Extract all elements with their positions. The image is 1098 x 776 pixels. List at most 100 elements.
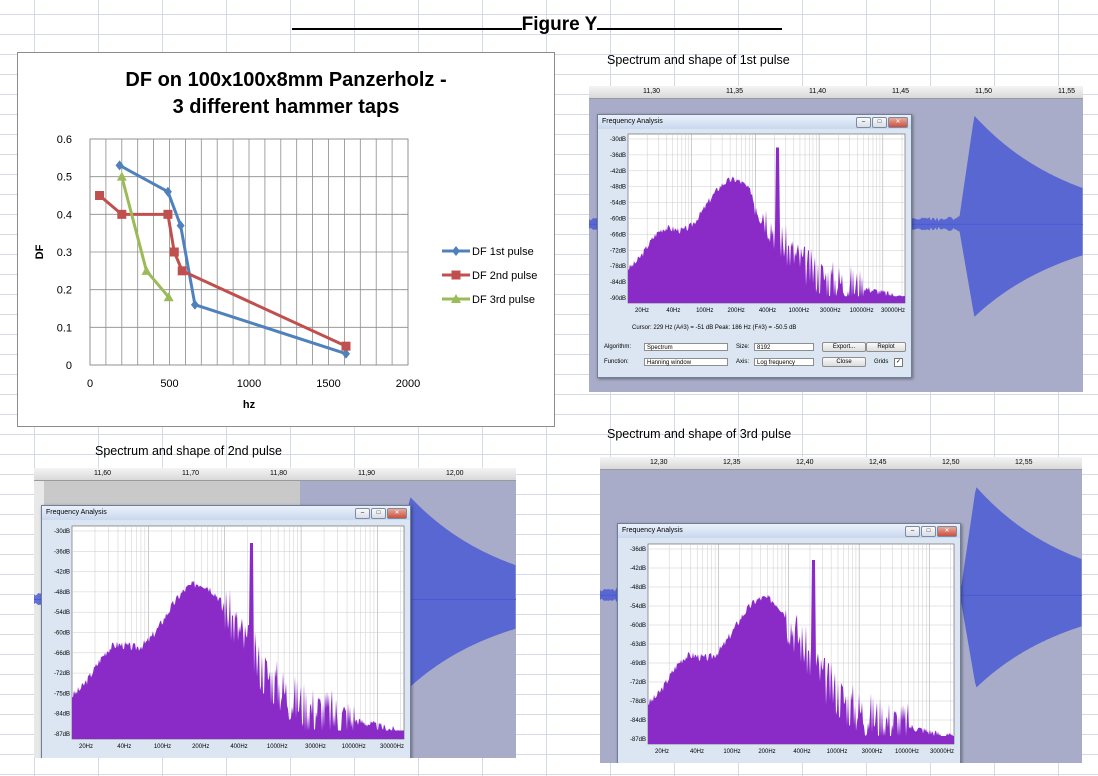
db-label: -66dB bbox=[54, 651, 70, 657]
freq-label: 200Hz bbox=[758, 749, 775, 755]
ruler-label: 12,30 bbox=[650, 459, 668, 466]
figure-title-text: Figure Y bbox=[521, 14, 598, 35]
frequency-analysis-window[interactable]: Frequency Analysis – □ ✕ -30dB -36dB -42dB -4… bbox=[41, 505, 411, 758]
data-point bbox=[115, 160, 124, 171]
db-label: -72dB bbox=[630, 680, 646, 686]
freq-label: 400Hz bbox=[759, 308, 776, 314]
audacity-screenshot-pulse-2: 11,60 11,70 11,80 11,90 12,00 Frequency Anal… bbox=[34, 468, 516, 758]
db-label: -69dB bbox=[630, 661, 646, 667]
spectrum-plot: -36dB -42dB -48dB -54dB -60dB -63dB -69dB -72dB… bbox=[630, 543, 955, 755]
data-point bbox=[451, 270, 461, 280]
ruler-label: 11,30 bbox=[643, 88, 660, 95]
freq-label: 1000Hz bbox=[827, 749, 848, 755]
db-label: -48dB bbox=[54, 590, 70, 596]
ruler-label: 11,60 bbox=[94, 470, 111, 477]
freq-label: 100Hz bbox=[723, 749, 740, 755]
close-icon[interactable]: ✕ bbox=[387, 508, 407, 519]
db-label: -30dB bbox=[54, 529, 70, 535]
function-label: Function: bbox=[604, 359, 629, 365]
export-button[interactable]: Export... bbox=[822, 342, 866, 352]
grids-label: Grids bbox=[874, 359, 889, 365]
db-label: -54dB bbox=[54, 610, 70, 616]
caption-pulse-2: Spectrum and shape of 2nd pulse bbox=[95, 444, 282, 458]
data-point bbox=[163, 209, 173, 219]
legend-label: DF 3rd pulse bbox=[472, 294, 535, 306]
ruler-label: 11,70 bbox=[182, 470, 199, 477]
db-label: -84dB bbox=[610, 280, 626, 286]
freq-label: 10000Hz bbox=[342, 744, 366, 750]
db-label: -48dB bbox=[610, 185, 626, 191]
data-point bbox=[163, 292, 174, 302]
selection-region bbox=[34, 481, 300, 505]
close-button[interactable]: Close bbox=[822, 357, 866, 367]
x-axis-label: hz bbox=[243, 399, 256, 411]
grids-checkbox[interactable]: ✓ bbox=[894, 358, 903, 367]
waveform-envelope bbox=[600, 487, 1082, 688]
series-3 bbox=[116, 171, 174, 302]
time-ruler: 11,30 11,35 11,40 11,45 11,50 11,55 bbox=[589, 86, 1083, 99]
db-label: -75dB bbox=[54, 691, 70, 697]
series-1 bbox=[115, 160, 350, 359]
axis-label: Axis: bbox=[736, 359, 750, 365]
close-icon[interactable]: ✕ bbox=[888, 117, 908, 128]
close-icon[interactable]: ✕ bbox=[937, 526, 957, 537]
freq-label: 100Hz bbox=[696, 308, 713, 314]
y-tick-label: 0 bbox=[66, 360, 72, 372]
data-point bbox=[451, 294, 461, 303]
ruler-label: 12,45 bbox=[869, 459, 887, 466]
window-title: Frequency Analysis bbox=[602, 118, 663, 125]
db-label: -66dB bbox=[610, 232, 626, 238]
function-select[interactable]: Hanning window bbox=[644, 358, 728, 366]
db-label: -42dB bbox=[630, 566, 646, 572]
ruler-label: 11,40 bbox=[809, 88, 826, 95]
ruler-label: 11,50 bbox=[975, 88, 992, 95]
data-point bbox=[117, 209, 127, 219]
axis-select[interactable]: Log frequency bbox=[754, 358, 814, 366]
spectrum-area bbox=[648, 560, 954, 744]
replot-button[interactable]: Replot bbox=[866, 342, 906, 352]
freq-label: 3000Hz bbox=[820, 308, 841, 314]
ruler-label: 12,00 bbox=[446, 470, 464, 477]
db-label: -36dB bbox=[630, 547, 646, 553]
chart-title-line-2: 3 different hammer taps bbox=[173, 96, 400, 118]
freq-label: 20Hz bbox=[79, 744, 93, 750]
series-line bbox=[120, 176, 170, 299]
freq-label: 100Hz bbox=[154, 744, 171, 750]
ruler-label: 12,40 bbox=[796, 459, 814, 466]
algorithm-value: Spectrum bbox=[647, 345, 673, 351]
ruler-label: 11,90 bbox=[358, 470, 375, 477]
minimize-icon[interactable]: – bbox=[355, 508, 370, 519]
db-label: -54dB bbox=[630, 604, 646, 610]
algorithm-select[interactable]: Spectrum bbox=[644, 343, 728, 351]
freq-label: 40Hz bbox=[666, 308, 680, 314]
maximize-icon[interactable]: □ bbox=[371, 508, 386, 519]
ruler-label: 11,35 bbox=[726, 88, 743, 95]
minimize-icon[interactable]: – bbox=[905, 526, 920, 537]
maximize-icon[interactable]: □ bbox=[921, 526, 936, 537]
freq-label: 20Hz bbox=[655, 749, 669, 755]
caption-pulse-3: Spectrum and shape of 3rd pulse bbox=[607, 427, 792, 441]
minimize-icon[interactable]: – bbox=[856, 117, 871, 128]
data-point bbox=[177, 266, 187, 276]
db-label: -72dB bbox=[54, 671, 70, 677]
legend-label: DF 1st pulse bbox=[472, 246, 534, 258]
db-label: -60dB bbox=[630, 623, 646, 629]
data-point bbox=[116, 171, 127, 181]
df-chart[interactable]: DF on 100x100x8mm Panzerholz - 3 differen… bbox=[17, 52, 555, 427]
frequency-analysis-window[interactable]: Frequency Analysis – □ ✕ -30dB -36dB -42dB -4… bbox=[597, 114, 912, 378]
cursor-readout: Cursor: 229 Hz (A#3) = -51 dB Peak: 186 … bbox=[632, 325, 797, 331]
x-tick-label: 0 bbox=[87, 378, 93, 390]
y-tick-label: 0.2 bbox=[57, 285, 72, 297]
figure-title: Figure Y bbox=[287, 12, 787, 36]
freq-label: 20Hz bbox=[635, 308, 649, 314]
data-point bbox=[452, 246, 460, 256]
freq-label: 40Hz bbox=[117, 744, 131, 750]
x-tick-label: 2000 bbox=[396, 378, 420, 390]
series-line bbox=[98, 194, 347, 348]
data-point bbox=[341, 341, 351, 351]
freq-label: 1000Hz bbox=[789, 308, 810, 314]
frequency-analysis-window[interactable]: Frequency Analysis – □ ✕ -36dB -42dB -48dB -5… bbox=[617, 523, 961, 763]
size-select[interactable]: 8192 bbox=[754, 343, 814, 351]
data-point bbox=[163, 186, 172, 197]
maximize-icon[interactable]: □ bbox=[872, 117, 887, 128]
